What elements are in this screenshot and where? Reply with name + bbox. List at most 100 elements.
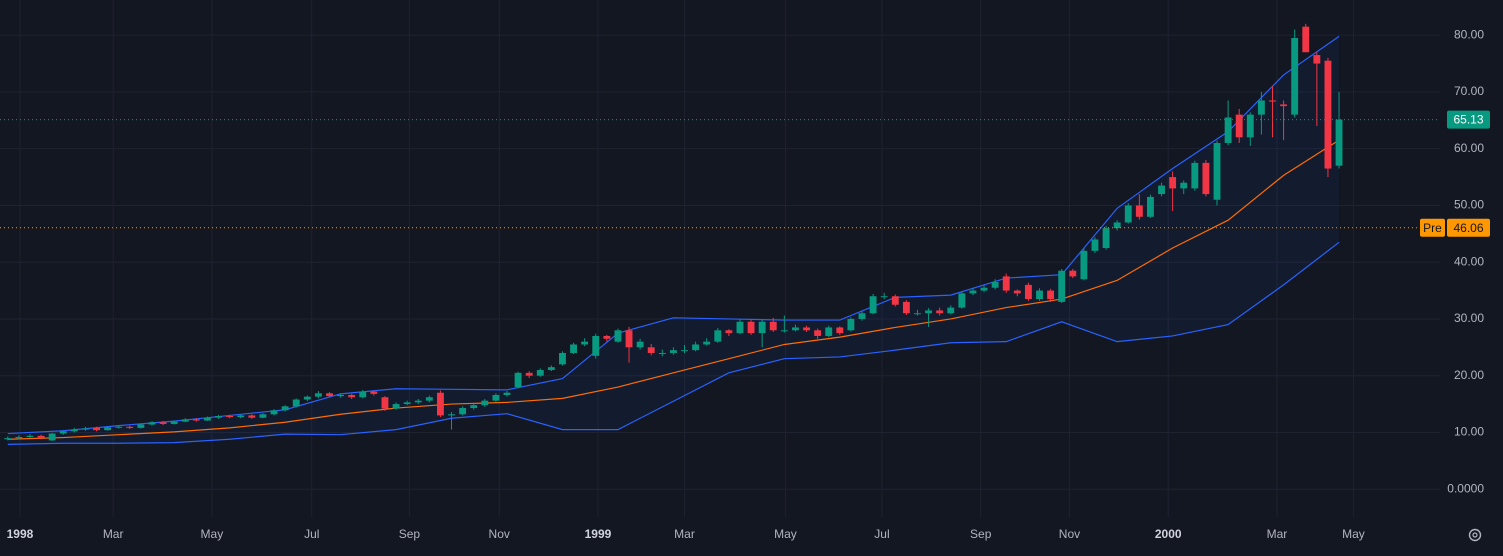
band-fill <box>7 36 1340 445</box>
candle-body <box>1191 162 1199 189</box>
candle-body <box>914 313 921 315</box>
premarket-tag <box>1420 218 1445 237</box>
x-tick-label: Mar <box>674 527 695 541</box>
candle-body <box>314 393 322 397</box>
candle-body <box>226 415 234 418</box>
candle-body <box>337 394 345 397</box>
candle-body <box>70 429 78 432</box>
premarket-tag-label: Pre <box>1423 221 1442 235</box>
x-tick-label: May <box>1342 527 1365 541</box>
x-tick-label: Jul <box>874 527 889 541</box>
candle-body <box>448 414 455 416</box>
y-tick-label: 40.00 <box>1454 254 1484 268</box>
candle-body <box>581 341 589 345</box>
candle-body <box>880 296 888 298</box>
candle-body <box>559 352 566 365</box>
candle-body <box>1280 104 1288 107</box>
candle-body <box>847 318 855 331</box>
candle-body <box>1024 284 1032 300</box>
x-tick-label: Mar <box>1267 527 1288 541</box>
candle-body <box>1158 185 1165 195</box>
candle-body <box>470 405 478 409</box>
band-line <box>7 241 1340 445</box>
y-tick-label: 60.00 <box>1454 141 1484 155</box>
candle-body <box>281 406 289 411</box>
candle-body <box>1335 119 1343 166</box>
x-tick-label: May <box>774 527 797 541</box>
candle-body <box>15 436 23 439</box>
x-tick-label: May <box>201 527 224 541</box>
candle-body <box>1102 228 1110 249</box>
overlay: 0.0000 10.00 20.00 30.00 40.00 50.00 60.00 70.0… <box>0 27 1490 541</box>
candle-body <box>647 347 655 353</box>
grid <box>0 0 1440 517</box>
candle-body <box>625 330 633 348</box>
candle-body <box>1091 239 1099 251</box>
x-tick-label: Nov <box>489 527 510 541</box>
candle-body <box>326 393 333 397</box>
candle-body <box>248 415 256 418</box>
candle-body <box>925 310 933 314</box>
candle-body <box>1224 117 1232 144</box>
candle-body <box>403 402 411 405</box>
candle-body <box>547 367 555 371</box>
candle-body <box>181 419 189 422</box>
candle-body <box>636 341 644 348</box>
candle-body <box>392 404 400 409</box>
candle-body <box>1313 55 1321 64</box>
candle-body <box>370 391 378 394</box>
candle-body <box>4 438 12 440</box>
candle-body <box>1302 26 1310 53</box>
settings-icon[interactable] <box>1468 528 1482 542</box>
candle-body <box>825 327 833 336</box>
candle-body <box>536 370 544 376</box>
candle-body <box>814 330 822 336</box>
candle-body <box>126 426 134 428</box>
candle-body <box>614 330 622 342</box>
candle-body <box>303 396 311 400</box>
settings-gear[interactable] <box>1468 528 1482 542</box>
candle-body <box>958 293 966 308</box>
candle-body <box>204 417 211 421</box>
x-tick-label: 1999 <box>585 527 612 541</box>
candle-body <box>869 296 877 314</box>
last-price-label: 65.13 <box>1453 113 1483 127</box>
y-tick-label: 20.00 <box>1454 368 1484 382</box>
candle-body <box>1080 250 1088 280</box>
candle-body <box>1013 290 1021 294</box>
candle-body <box>1002 276 1010 291</box>
candle-body <box>459 408 467 415</box>
candle-body <box>59 431 67 434</box>
candle-body <box>1135 205 1143 217</box>
y-tick-label: 50.00 <box>1454 198 1484 212</box>
candle-body <box>991 282 999 288</box>
candle-body <box>1291 38 1299 115</box>
candle-body <box>148 422 156 425</box>
candle-body <box>902 301 910 314</box>
y-tick-label: 0.0000 <box>1447 481 1484 495</box>
candle-body <box>436 392 444 416</box>
candle-body <box>514 372 522 388</box>
candle-body <box>1180 182 1188 189</box>
candle-body <box>359 391 367 398</box>
candle-body <box>780 330 788 332</box>
candle-body <box>48 433 56 441</box>
candle-body <box>736 321 744 334</box>
candle-body <box>758 321 766 334</box>
candle-body <box>1235 114 1243 138</box>
candle-body <box>1257 100 1265 115</box>
candle-body <box>159 422 167 424</box>
candle-body <box>381 397 389 409</box>
candle-body <box>1036 290 1043 300</box>
candle-body <box>570 344 577 353</box>
premarket-value-tag <box>1447 218 1490 237</box>
candle-body <box>525 372 533 376</box>
candle-body <box>26 435 34 437</box>
candle-body <box>192 419 200 421</box>
candle-body <box>104 427 112 431</box>
x-tick-label: Sep <box>970 527 992 541</box>
candle-body <box>237 415 245 418</box>
candle-body <box>503 392 511 395</box>
settings-gear-center[interactable] <box>1472 532 1478 538</box>
